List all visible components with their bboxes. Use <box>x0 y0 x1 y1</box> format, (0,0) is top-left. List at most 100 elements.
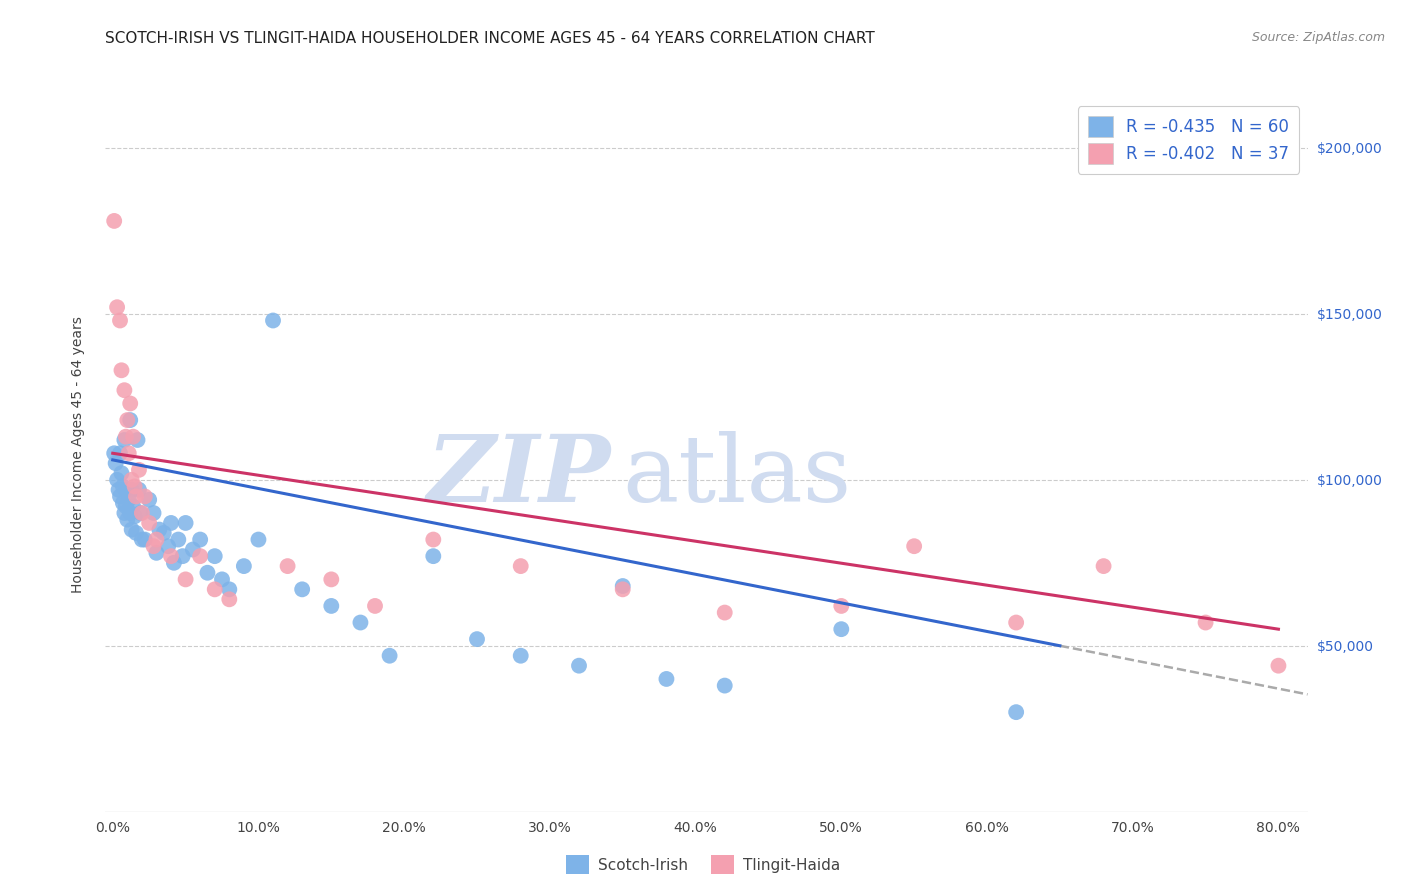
Point <box>131 506 153 520</box>
Legend: Scotch-Irish, Tlingit-Haida: Scotch-Irish, Tlingit-Haida <box>560 849 846 880</box>
Legend: R = -0.435   N = 60, R = -0.402   N = 37: R = -0.435 N = 60, R = -0.402 N = 37 <box>1078 106 1299 174</box>
Point <box>134 533 156 547</box>
Point <box>112 506 135 520</box>
Point <box>903 539 925 553</box>
Point <box>115 430 138 444</box>
Point <box>378 648 401 663</box>
Point <box>655 672 678 686</box>
Point <box>422 533 444 547</box>
Text: atlas: atlas <box>623 432 852 521</box>
Point <box>124 509 146 524</box>
Point <box>568 658 591 673</box>
Point <box>122 430 145 444</box>
Point <box>232 559 254 574</box>
Point <box>108 313 131 327</box>
Point <box>211 573 233 587</box>
Point <box>118 492 141 507</box>
Point <box>204 582 226 597</box>
Point <box>157 539 180 553</box>
Point <box>1194 615 1216 630</box>
Point <box>127 433 149 447</box>
Point <box>120 396 142 410</box>
Point <box>105 300 128 314</box>
Text: Source: ZipAtlas.com: Source: ZipAtlas.com <box>1251 31 1385 45</box>
Point <box>124 479 146 493</box>
Point <box>197 566 219 580</box>
Point <box>117 513 139 527</box>
Point <box>204 549 226 563</box>
Point <box>121 483 143 497</box>
Point <box>321 599 343 613</box>
Point <box>122 500 145 514</box>
Point <box>128 463 150 477</box>
Point <box>120 413 142 427</box>
Point <box>134 490 156 504</box>
Point <box>121 523 143 537</box>
Point <box>160 516 183 530</box>
Point <box>115 500 138 514</box>
Point <box>188 533 211 547</box>
Point <box>364 599 387 613</box>
Point <box>103 446 125 460</box>
Point <box>830 599 852 613</box>
Point <box>107 483 129 497</box>
Point <box>321 573 343 587</box>
Point <box>174 516 197 530</box>
Point <box>115 483 138 497</box>
Point <box>163 556 186 570</box>
Point <box>277 559 299 574</box>
Point <box>713 606 735 620</box>
Point <box>145 533 167 547</box>
Point <box>131 533 153 547</box>
Point <box>110 466 132 480</box>
Point <box>108 490 131 504</box>
Point <box>174 573 197 587</box>
Text: SCOTCH-IRISH VS TLINGIT-HAIDA HOUSEHOLDER INCOME AGES 45 - 64 YEARS CORRELATION : SCOTCH-IRISH VS TLINGIT-HAIDA HOUSEHOLDE… <box>105 31 875 46</box>
Point <box>218 582 240 597</box>
Point <box>103 214 125 228</box>
Point <box>108 446 131 460</box>
Point <box>1267 658 1289 673</box>
Point <box>160 549 183 563</box>
Point <box>118 446 141 460</box>
Point <box>105 473 128 487</box>
Point <box>262 313 284 327</box>
Point <box>142 506 165 520</box>
Point <box>142 539 165 553</box>
Point <box>1005 615 1028 630</box>
Point <box>112 383 135 397</box>
Point <box>111 496 134 510</box>
Point <box>465 632 488 647</box>
Point <box>110 363 132 377</box>
Point <box>1005 705 1028 719</box>
Point <box>167 533 190 547</box>
Point <box>509 648 531 663</box>
Point <box>612 579 634 593</box>
Point <box>612 582 634 597</box>
Point <box>125 490 148 504</box>
Point <box>138 516 160 530</box>
Point <box>121 473 143 487</box>
Point <box>509 559 531 574</box>
Point <box>111 479 134 493</box>
Point <box>138 492 160 507</box>
Point <box>181 542 204 557</box>
Point <box>218 592 240 607</box>
Point <box>830 622 852 636</box>
Point <box>129 506 152 520</box>
Point <box>291 582 314 597</box>
Point <box>152 525 174 540</box>
Point <box>112 433 135 447</box>
Point <box>148 523 170 537</box>
Point <box>104 456 127 470</box>
Point <box>349 615 371 630</box>
Point <box>117 413 139 427</box>
Point <box>145 546 167 560</box>
Point <box>713 679 735 693</box>
Y-axis label: Householder Income Ages 45 - 64 years: Householder Income Ages 45 - 64 years <box>70 317 84 593</box>
Point <box>188 549 211 563</box>
Point <box>422 549 444 563</box>
Point <box>172 549 194 563</box>
Point <box>247 533 270 547</box>
Point <box>125 525 148 540</box>
